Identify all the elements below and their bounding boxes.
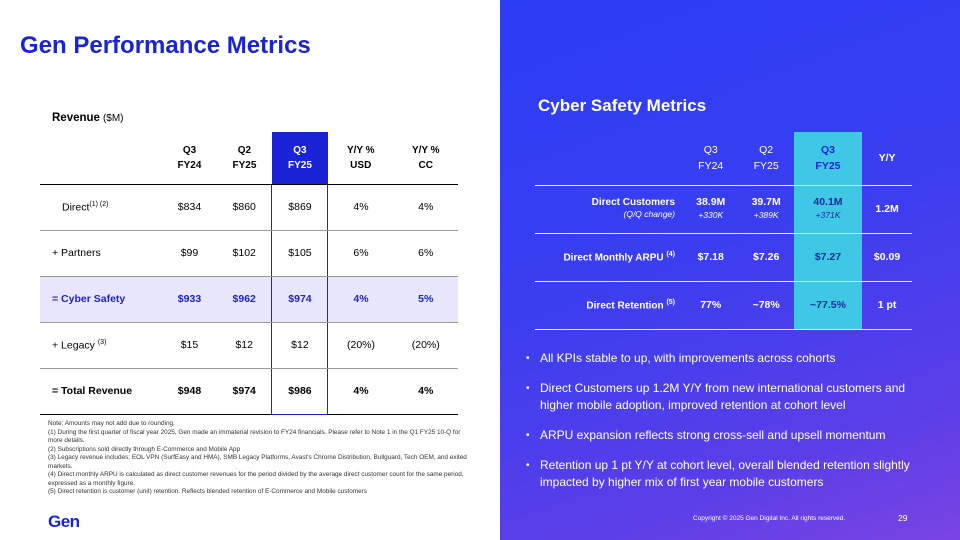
revenue-header-row: Q3 FY24 Q2 FY25 Q3 FY25 Y/Y % USD Y/Y % CC bbox=[40, 132, 458, 185]
cell: $974 bbox=[271, 276, 329, 323]
footnote: Note: Amounts may not add due to roundin… bbox=[48, 420, 175, 427]
cell: $974 bbox=[216, 368, 272, 415]
revenue-table: Q3 FY24 Q2 FY25 Q3 FY25 Y/Y % USD Y/Y % CC Di… bbox=[40, 132, 458, 415]
cs-header-row: Q3 FY24 Q2 FY25 Q3 FY25 Y/Y bbox=[535, 132, 912, 186]
footnotes: Note: Amounts may not add due to roundin… bbox=[48, 420, 468, 497]
bullet-dot-icon: • bbox=[526, 460, 530, 471]
revenue-row-partners: + Partners $99 $102 $105 6% 6% bbox=[40, 230, 458, 277]
cell: $7.18 bbox=[683, 233, 739, 282]
gen-logo: Gen bbox=[48, 512, 80, 531]
footnote: (5) Direct retention is customer (unit) … bbox=[48, 488, 367, 495]
revenue-header-yy-usd: Y/Y % USD bbox=[327, 132, 394, 185]
page-title: Gen Performance Metrics bbox=[20, 32, 311, 59]
row-label: Direct Customers (Q/Q change) bbox=[535, 185, 683, 234]
revenue-row-legacy: + Legacy (3) $15 $12 $12 (20%) (20%) bbox=[40, 322, 458, 369]
row-label: = Total Revenue bbox=[40, 368, 162, 415]
revenue-header-q3fy25: Q3 FY25 bbox=[271, 132, 328, 185]
cell: (20%) bbox=[393, 322, 458, 369]
cell: 4% bbox=[393, 184, 458, 231]
revenue-row-cyber-safety: = Cyber Safety $933 $962 $974 4% 5% bbox=[40, 276, 458, 323]
revenue-caption-label: Revenue bbox=[52, 112, 100, 124]
row-label: Direct Retention (5) bbox=[535, 281, 683, 330]
bullet-item: • Direct Customers up 1.2M Y/Y from new i… bbox=[526, 381, 906, 412]
cell: $962 bbox=[216, 276, 272, 323]
footnote: (1) During the first quarter of fiscal y… bbox=[48, 428, 461, 445]
bullet-item: • ARPU expansion reflects strong cross-se… bbox=[526, 428, 886, 442]
cs-row-arpu: Direct Monthly ARPU (4) $7.18 $7.26 $7.2… bbox=[535, 233, 912, 282]
cell: $7.26 bbox=[738, 233, 794, 282]
revenue-row-direct: Direct(1) (2) $834 $860 $869 4% 4% bbox=[40, 184, 458, 231]
revenue-header-q2fy25: Q2 FY25 bbox=[216, 132, 272, 185]
cs-header-q3fy25: Q3 FY25 bbox=[793, 132, 863, 186]
copyright: Copyright © 2025 Gen Digital Inc. All ri… bbox=[693, 515, 846, 522]
cell: (20%) bbox=[327, 322, 394, 369]
row-label: = Cyber Safety bbox=[40, 276, 162, 323]
cell: 6% bbox=[393, 230, 458, 277]
footnote: (3) Legacy revenue includes: EOL VPN (Su… bbox=[48, 454, 467, 470]
footnote: (4) Direct monthly ARPU is calculated as… bbox=[48, 471, 464, 487]
row-label: Direct(1) (2) bbox=[40, 184, 162, 231]
cell: 39.7M +389K bbox=[738, 185, 794, 234]
cs-header-blank bbox=[535, 132, 683, 186]
cell: $0.09 bbox=[862, 233, 912, 282]
cyber-safety-table: Q3 FY24 Q2 FY25 Q3 FY25 Y/Y Direct Customer… bbox=[535, 132, 912, 330]
cell: $869 bbox=[271, 184, 329, 231]
insight-bullets: • All KPIs stable to up, with improvement… bbox=[522, 350, 922, 504]
cell: 1 pt bbox=[862, 281, 912, 330]
cell: 4% bbox=[327, 368, 394, 415]
cell: $7.27 bbox=[793, 233, 863, 282]
cell: $102 bbox=[216, 230, 272, 277]
bullet-dot-icon: • bbox=[526, 430, 530, 441]
cs-row-retention: Direct Retention (5) 77% ~78% ~77.5% 1 p… bbox=[535, 281, 912, 330]
cell: $948 bbox=[162, 368, 217, 415]
cs-header-yy: Y/Y bbox=[862, 132, 912, 186]
revenue-header-yy-cc: Y/Y % CC bbox=[393, 132, 458, 185]
cell: 6% bbox=[327, 230, 394, 277]
cs-header-q3fy24: Q3 FY24 bbox=[683, 132, 739, 186]
row-label: + Partners bbox=[40, 230, 162, 277]
cell: 77% bbox=[683, 281, 739, 330]
footnote: (2) Subscriptions sold directly through … bbox=[48, 445, 241, 453]
cell: 38.9M +330K bbox=[683, 185, 739, 234]
bullet-dot-icon: • bbox=[526, 353, 530, 364]
cell: $99 bbox=[162, 230, 217, 277]
cell: 1.2M bbox=[862, 185, 912, 234]
cell: 4% bbox=[327, 276, 394, 323]
cell: $860 bbox=[216, 184, 272, 231]
cell: $12 bbox=[216, 322, 272, 369]
cell: 5% bbox=[393, 276, 458, 323]
bullet-dot-icon: • bbox=[526, 383, 530, 394]
cell: $933 bbox=[162, 276, 217, 323]
revenue-unit: ($M) bbox=[102, 113, 124, 124]
cell: 4% bbox=[393, 368, 458, 415]
cell: 40.1M +371K bbox=[793, 185, 863, 234]
cell: $15 bbox=[162, 322, 217, 369]
cs-header-q2fy25: Q2 FY25 bbox=[738, 132, 794, 186]
cyber-safety-title: Cyber Safety Metrics bbox=[538, 96, 707, 115]
cell: ~77.5% bbox=[793, 281, 863, 330]
cell: $834 bbox=[162, 184, 217, 231]
row-label: Direct Monthly ARPU (4) bbox=[535, 233, 683, 282]
page-number: 29 bbox=[898, 513, 908, 523]
row-label: + Legacy (3) bbox=[40, 322, 162, 369]
cell: $105 bbox=[271, 230, 329, 277]
cell: 4% bbox=[327, 184, 394, 231]
cell: ~78% bbox=[738, 281, 794, 330]
cell: $12 bbox=[271, 322, 329, 369]
bullet-item: • All KPIs stable to up, with improvement… bbox=[526, 351, 836, 365]
revenue-caption: Revenue ($M) bbox=[52, 112, 124, 124]
cell: $986 bbox=[271, 368, 329, 415]
revenue-row-total: = Total Revenue $948 $974 $986 4% 4% bbox=[40, 368, 458, 415]
revenue-header-blank bbox=[40, 132, 162, 185]
bullet-item: • Retention up 1 pt Y/Y at cohort level, … bbox=[526, 458, 910, 489]
revenue-header-q3fy24: Q3 FY24 bbox=[162, 132, 217, 185]
cs-row-direct-customers: Direct Customers (Q/Q change) 38.9M +330K … bbox=[535, 185, 912, 234]
